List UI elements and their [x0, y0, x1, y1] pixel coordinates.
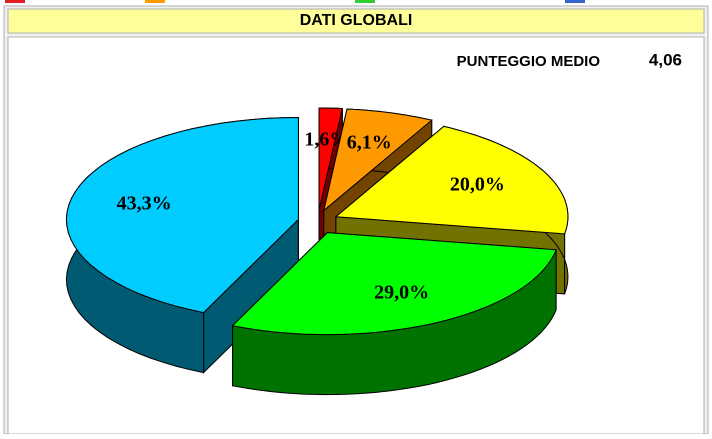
average-label: PUNTEGGIO MEDIO [457, 53, 601, 70]
pie-slice: 43,3% [65, 116, 299, 374]
slice-top [334, 125, 569, 235]
pie: 1,6%6,1% 20,0% 43,3% 29,0% [65, 107, 569, 396]
legend-swatch [565, 0, 585, 3]
slice-top [65, 116, 299, 314]
legend-swatch [355, 0, 375, 3]
title-bar [7, 8, 705, 34]
data-label: 29,0% [374, 281, 429, 303]
chart-title: DATI GLOBALI [300, 12, 413, 29]
data-label: 20,0% [450, 174, 505, 196]
legend-swatch [5, 0, 25, 3]
data-label: 43,3% [117, 193, 172, 215]
slice-top [231, 232, 557, 336]
slice-top [318, 107, 343, 211]
average-value: 4,06 [649, 50, 682, 69]
pie-slice: 29,0% [231, 231, 557, 396]
data-label: 1,6% [304, 128, 349, 150]
slice-top [322, 108, 433, 212]
legend-swatch [145, 0, 165, 3]
data-label: 6,1% [347, 132, 392, 154]
